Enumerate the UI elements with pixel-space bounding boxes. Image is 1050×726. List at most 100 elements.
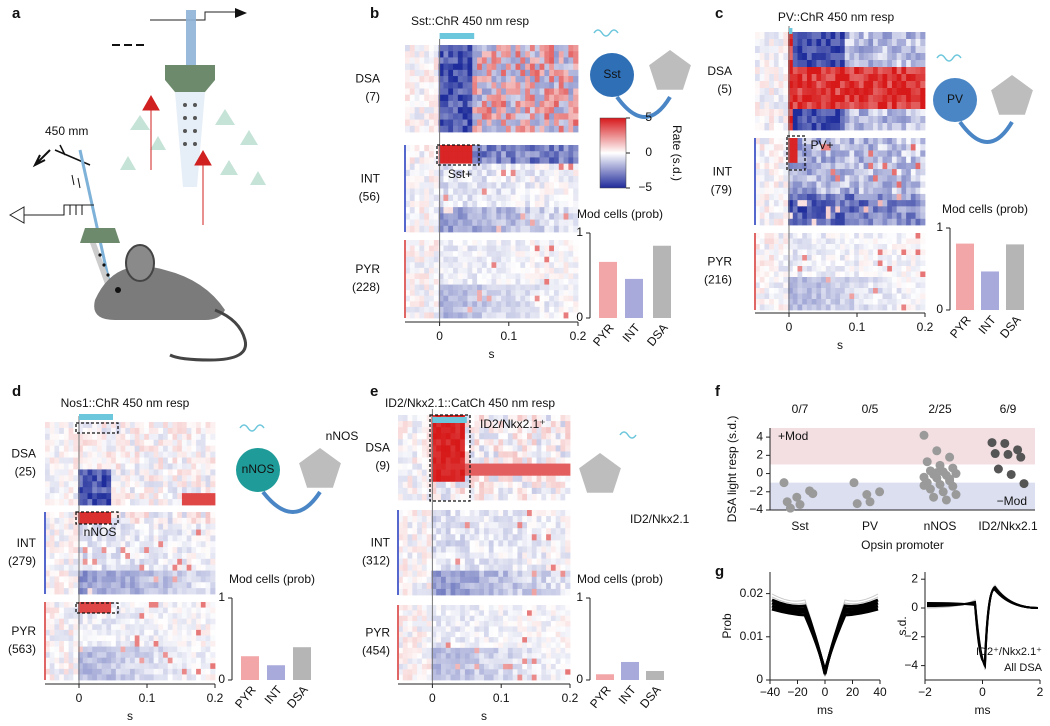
heatmap-cell [883, 138, 888, 145]
heatmap-cell [525, 70, 530, 77]
heatmap-cell [196, 524, 201, 530]
heatmap-cell [135, 469, 140, 475]
heatmap-cell [487, 240, 492, 246]
heatmap-cell [173, 565, 178, 571]
heatmap-cell [544, 82, 549, 89]
heatmap-cell [410, 113, 415, 120]
heatmap-cell [544, 107, 549, 114]
heatmap-cell [69, 541, 74, 547]
heatmap-cell [443, 240, 448, 246]
heatmap-cell [864, 144, 869, 151]
heatmap-cell [144, 619, 149, 625]
heatmap-cell [463, 89, 468, 96]
heatmap-cell [864, 95, 869, 102]
heatmap-cell [513, 433, 518, 439]
heatmap-cell [424, 182, 429, 189]
heatmap-cell [568, 157, 573, 164]
heatmap-cell [88, 452, 93, 458]
heatmap-cell [764, 283, 769, 289]
heatmap-cell [816, 67, 821, 74]
heatmap-cell [849, 157, 854, 164]
heatmap-cell [911, 219, 916, 226]
heatmap-cell [64, 630, 69, 636]
heatmap-cell [522, 458, 527, 464]
heatmap-cell [121, 434, 126, 440]
heatmap-cell [868, 67, 873, 74]
heatmap-cell [410, 164, 415, 171]
heatmap-cell [535, 76, 540, 83]
heatmap-cell [419, 107, 424, 114]
heatmap-cell [845, 305, 850, 311]
heatmap-cell [487, 296, 492, 302]
heatmap-cell [506, 220, 511, 227]
heatmap-cell [760, 239, 765, 245]
target-cell [649, 50, 691, 90]
heatmap-cell [106, 630, 111, 636]
heatmap-cell [892, 305, 897, 311]
heatmap-cell [451, 476, 456, 482]
heatmap-cell [783, 213, 788, 220]
heatmap-cell [873, 81, 878, 88]
heatmap-cell [878, 188, 883, 195]
heatmap-cell [210, 512, 215, 518]
heatmap-cell [144, 434, 149, 440]
heatmap-cell [415, 301, 420, 307]
heatmap-cell [560, 439, 565, 445]
heatmap-cell [206, 663, 211, 669]
panel-letter: c [715, 5, 723, 22]
cell-type-label: Sst [603, 67, 621, 81]
heatmap-cell [73, 481, 78, 487]
heatmap-cell [458, 45, 463, 52]
heatmap-cell [482, 195, 487, 202]
heatmap-cell [405, 51, 410, 58]
heatmap-cell [525, 279, 530, 285]
heatmap-cell [764, 266, 769, 272]
heatmap-cell [568, 101, 573, 108]
heatmap-cell [158, 647, 163, 653]
heatmap-cell [59, 535, 64, 541]
heatmap-cell [177, 547, 182, 553]
heatmap-cell [878, 206, 883, 213]
heatmap-cell [97, 469, 102, 475]
heatmap-cell [187, 571, 192, 577]
heatmap-cell [764, 219, 769, 226]
heatmap-cell [482, 290, 487, 296]
heatmap-cell [453, 213, 458, 220]
heatmap-cell [906, 95, 911, 102]
heatmap-cell [920, 116, 925, 123]
heatmap-cell [783, 261, 788, 267]
heatmap-cell [191, 669, 196, 675]
heatmap-cell [901, 239, 906, 245]
heatmap-cell [158, 630, 163, 636]
heatmap-cell [424, 251, 429, 257]
heatmap-cell [419, 113, 424, 120]
heatmap-cell [520, 64, 525, 71]
heatmap-cell [535, 176, 540, 183]
heatmap-cell [458, 268, 463, 274]
heatmap-cell [144, 608, 149, 614]
heatmap-cell [826, 88, 831, 95]
heatmap-cell [520, 268, 525, 274]
heatmap-cell [121, 499, 126, 505]
heatmap-cell [530, 89, 535, 96]
heatmap-cell [508, 451, 513, 457]
row-count: (216) [704, 273, 732, 287]
heatmap-cell [835, 277, 840, 283]
heatmap-cell [434, 251, 439, 257]
heatmap-cell [187, 565, 192, 571]
heatmap-cell [168, 530, 173, 536]
heatmap-cell [769, 266, 774, 272]
heatmap-cell [182, 647, 187, 653]
heatmap-cell [419, 70, 424, 77]
heatmap-cell [920, 138, 925, 145]
heatmap-cell [477, 246, 482, 252]
heatmap-cell [111, 576, 116, 582]
heatmap-cell [97, 541, 102, 547]
heatmap-cell [154, 464, 159, 470]
heatmap-cell [564, 201, 569, 208]
heatmap-cell [892, 175, 897, 182]
heatmap-cell [492, 164, 497, 171]
heatmap-cell [73, 547, 78, 553]
heatmap-cell [755, 39, 760, 46]
heatmap-cell [760, 288, 765, 294]
